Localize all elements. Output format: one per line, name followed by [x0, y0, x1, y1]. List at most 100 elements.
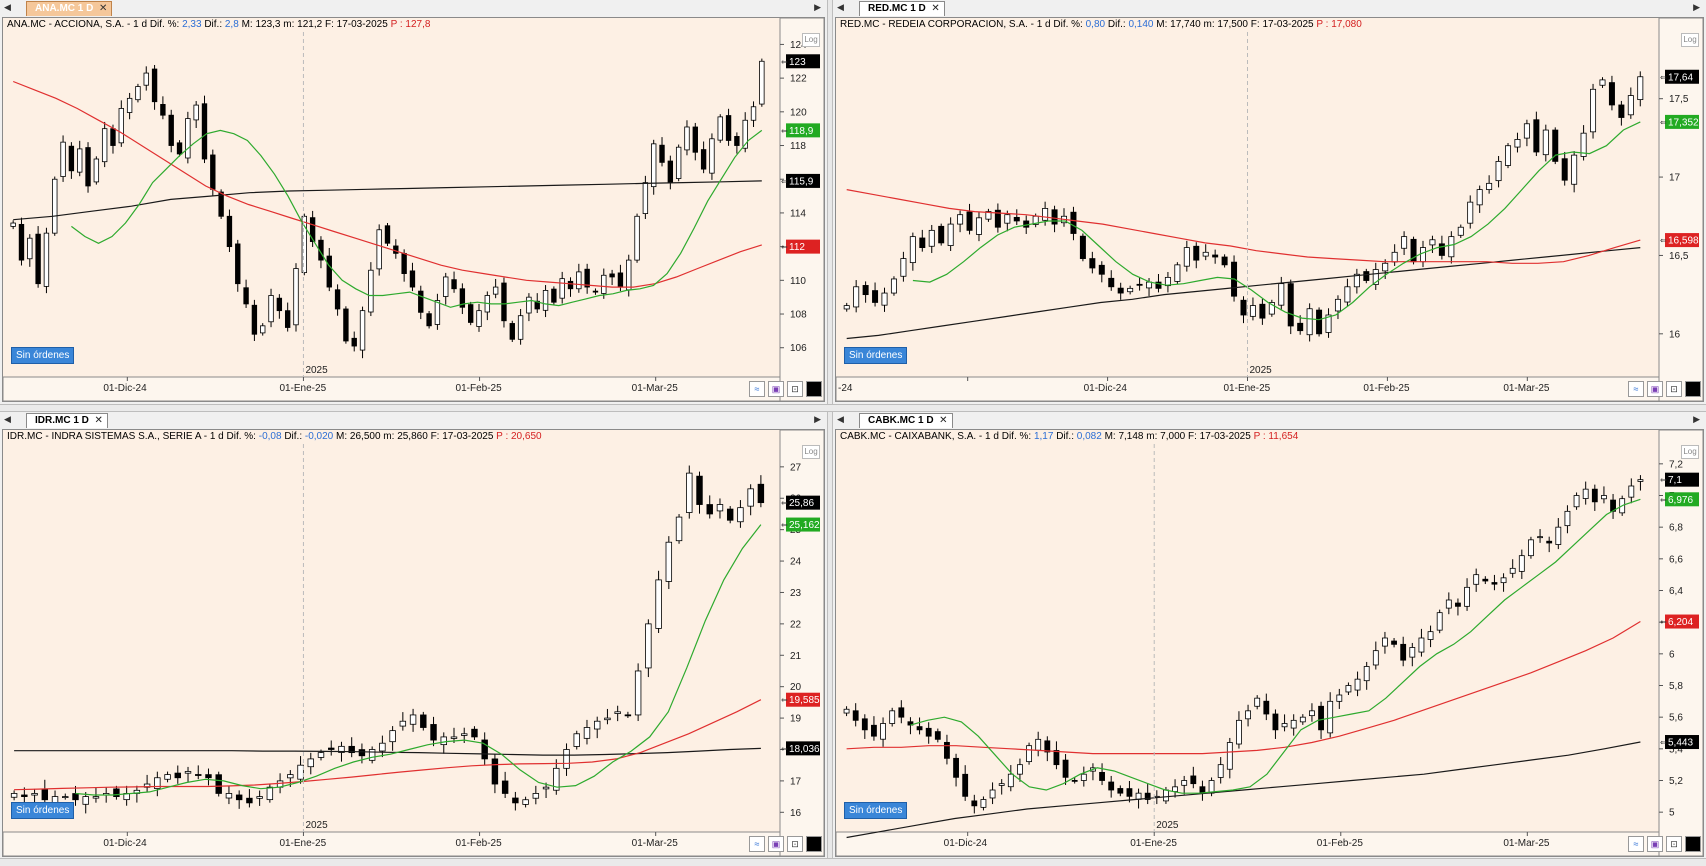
candle: [542, 285, 549, 318]
candle: [1164, 271, 1171, 293]
indicator-icon[interactable]: ≈: [749, 836, 765, 852]
ma-mid-line: [846, 620, 1641, 755]
candle: [522, 796, 529, 808]
y-tick-label: 122: [790, 74, 807, 85]
chart-area[interactable]: IDR.MC - INDRA SISTEMAS S.A., SERIE A - …: [2, 429, 825, 857]
candle: [492, 278, 499, 299]
info-max: 26,500: [349, 431, 384, 442]
chart-area[interactable]: CABK.MC - CAIXABANK, S.A. - 1 d Dif. %: …: [835, 429, 1704, 857]
tab-red[interactable]: RED.MC 1 D ✕: [859, 1, 945, 16]
info-min-label: m:: [1146, 431, 1161, 442]
price-chart[interactable]: 124122120118116114112110108106123⇐118,9⇐…: [3, 18, 824, 401]
candle: [359, 306, 366, 359]
save-icon[interactable]: ▣: [768, 836, 784, 852]
save-icon[interactable]: ▣: [1647, 381, 1663, 397]
x-tick-label: -24: [838, 383, 853, 394]
pin-icon[interactable]: ⊡: [787, 836, 803, 852]
candle: [1306, 303, 1313, 342]
candle: [1172, 779, 1178, 798]
svg-text:⇐: ⇐: [1660, 118, 1667, 127]
tab-cabk[interactable]: CABK.MC 1 D ✕: [859, 413, 953, 428]
tab-scroll-right-icon[interactable]: ▶: [814, 2, 821, 12]
tab-scroll-left-icon[interactable]: ◀: [4, 2, 11, 12]
tab-scroll-right-icon[interactable]: ▶: [1693, 414, 1700, 424]
chart-area[interactable]: RED.MC - REDEIA CORPORACION, S.A. - 1 d …: [835, 17, 1704, 402]
save-icon[interactable]: ▣: [768, 381, 784, 397]
info-max: 17,740: [1170, 19, 1204, 30]
candle: [1363, 661, 1370, 690]
close-tab-icon[interactable]: ✕: [939, 415, 948, 426]
candle: [925, 722, 932, 744]
candle: [1580, 125, 1587, 161]
candle: [113, 785, 120, 800]
bottom-splitter[interactable]: [0, 858, 1706, 866]
no-orders-badge[interactable]: Sin órdenes: [844, 347, 908, 364]
y-axis: [779, 430, 824, 856]
candle: [734, 132, 740, 154]
price-chart[interactable]: 7,276,86,66,46,265,85,65,45,257,1⇐6,976⇐…: [836, 430, 1703, 856]
tab-scroll-left-icon[interactable]: ◀: [837, 2, 844, 12]
candle: [31, 788, 38, 805]
candle: [1436, 609, 1443, 634]
candle: [889, 707, 896, 727]
no-orders-badge[interactable]: Sin órdenes: [11, 347, 75, 364]
pin-icon[interactable]: ⊡: [1666, 836, 1682, 852]
info-dif-pct: 0,80: [1085, 19, 1108, 30]
no-orders-badge[interactable]: Sin órdenes: [11, 802, 75, 819]
candle: [1533, 111, 1540, 157]
y-tick-label: 22: [790, 619, 802, 630]
candle: [368, 262, 374, 317]
candle: [1268, 299, 1275, 317]
tab-scroll-right-icon[interactable]: ▶: [814, 414, 821, 424]
close-tab-icon[interactable]: ✕: [98, 3, 108, 14]
horizontal-splitter[interactable]: [0, 404, 1706, 412]
candle: [759, 58, 765, 107]
tab-scroll-left-icon[interactable]: ◀: [4, 414, 11, 424]
chart-area[interactable]: ANA.MC - ACCIONA, S.A. - 1 d Dif. %: 2,3…: [2, 17, 825, 402]
y-tick-label: 20: [790, 682, 802, 693]
candle: [563, 743, 570, 776]
color-icon[interactable]: [1685, 836, 1701, 852]
log-scale-button[interactable]: Log: [1681, 33, 1699, 47]
log-scale-button[interactable]: Log: [1681, 445, 1699, 459]
tab-scroll-left-icon[interactable]: ◀: [837, 414, 844, 424]
candle: [957, 210, 964, 233]
log-scale-button[interactable]: Log: [802, 445, 820, 459]
price-marker-label: 19,585: [789, 695, 820, 706]
candle: [1309, 703, 1315, 722]
x-tick-label: 01-Mar-25: [632, 838, 679, 849]
candle: [1299, 714, 1306, 725]
indicator-icon[interactable]: ≈: [1628, 836, 1644, 852]
candle: [934, 728, 941, 743]
tab-label: ANA.MC 1 D: [35, 3, 94, 14]
pin-icon[interactable]: ⊡: [787, 381, 803, 397]
candle: [1372, 262, 1379, 290]
close-tab-icon[interactable]: ✕: [931, 3, 940, 14]
color-icon[interactable]: [806, 381, 822, 397]
tab-idr[interactable]: IDR.MC 1 D ✕: [26, 413, 108, 428]
save-icon[interactable]: ▣: [1647, 836, 1663, 852]
y-tick-label: 5,4: [1669, 744, 1683, 755]
close-tab-icon[interactable]: ✕: [94, 415, 103, 426]
candle: [1217, 757, 1224, 784]
info-name: CABK.MC - CAIXABANK, S.A. -: [840, 431, 986, 442]
candle: [226, 209, 233, 253]
tab-ana[interactable]: ANA.MC 1 D ✕: [26, 1, 113, 16]
no-orders-badge[interactable]: Sin órdenes: [844, 802, 908, 819]
indicator-icon[interactable]: ≈: [749, 381, 765, 397]
candle: [1183, 240, 1190, 272]
color-icon[interactable]: [1685, 381, 1701, 397]
vertical-splitter[interactable]: [827, 0, 833, 866]
price-chart[interactable]: 27262524232221201918171625,86⇐25,162⇐19,…: [3, 430, 824, 856]
info-min: 25,860: [397, 431, 431, 442]
chart-toolbar: ≈ ▣ ⊡: [1628, 836, 1701, 854]
tab-scroll-right-icon[interactable]: ▶: [1693, 2, 1700, 12]
candle: [1505, 143, 1512, 169]
log-scale-button[interactable]: Log: [802, 33, 820, 47]
color-icon[interactable]: [806, 836, 822, 852]
candle: [409, 262, 416, 292]
candle: [953, 753, 959, 787]
pin-icon[interactable]: ⊡: [1666, 381, 1682, 397]
indicator-icon[interactable]: ≈: [1628, 381, 1644, 397]
